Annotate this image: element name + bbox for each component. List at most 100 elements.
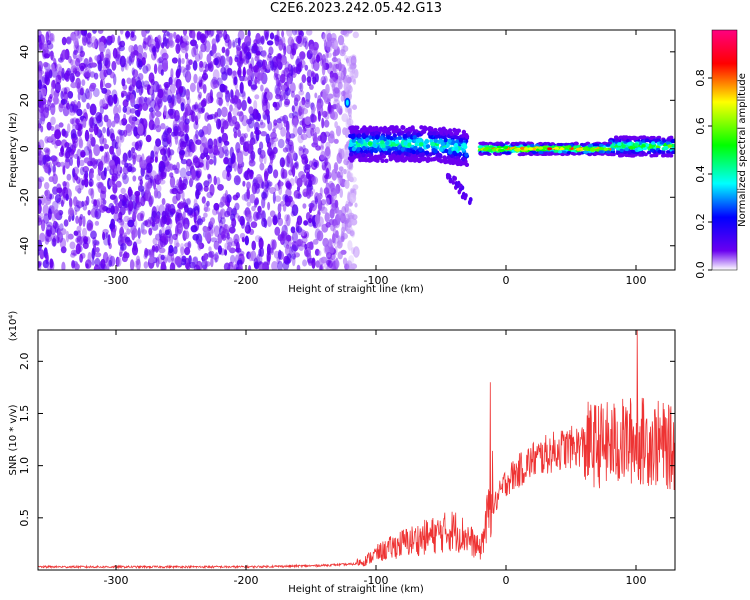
heatmap-cell	[263, 30, 270, 40]
heatmap-cell	[205, 92, 212, 105]
heatmap-cell	[464, 134, 470, 139]
heatmap-cell	[129, 108, 136, 114]
heatmap-cell	[54, 221, 59, 234]
heatmap-cell	[335, 257, 339, 269]
heatmap-cell	[184, 204, 189, 213]
heatmap-cell	[295, 226, 303, 233]
heatmap-cell	[113, 105, 119, 117]
heatmap-cell	[333, 218, 341, 229]
heatmap-cell	[356, 147, 361, 152]
heatmap-cell	[44, 182, 50, 190]
heatmap-cell	[184, 230, 190, 240]
heatmap-cell	[42, 204, 49, 216]
heatmap-cell	[128, 149, 132, 159]
heatmap-cell	[123, 232, 127, 239]
heatmap-cell	[175, 168, 180, 174]
heatmap-cell	[301, 96, 306, 106]
heatmap-cell	[123, 193, 129, 203]
heatmap-cell	[251, 240, 256, 251]
heatmap-cell	[130, 119, 136, 129]
heatmap-cell	[154, 151, 159, 161]
heatmap-cell	[301, 74, 307, 84]
spectrogram-y-label: Frequency (Hz)	[8, 112, 19, 188]
heatmap-cell	[206, 226, 212, 232]
heatmap-cell	[221, 106, 228, 118]
heatmap-cell	[138, 139, 143, 147]
heatmap-cell	[233, 175, 241, 186]
heatmap-cell	[461, 129, 467, 135]
heatmap-cell	[71, 260, 76, 269]
heatmap-cell	[73, 153, 79, 159]
heatmap-cell	[210, 256, 214, 268]
heatmap-cell	[90, 188, 95, 200]
heatmap-cell	[106, 118, 112, 129]
heatmap-cell	[160, 261, 166, 270]
heatmap-cell	[248, 98, 252, 105]
heatmap-cell	[309, 123, 316, 130]
heatmap-cell	[324, 212, 330, 223]
heatmap-cell	[546, 152, 552, 156]
heatmap-cell	[361, 133, 366, 138]
heatmap-cell	[553, 149, 559, 153]
heatmap-cell	[380, 158, 385, 163]
heatmap-cell	[345, 117, 352, 129]
heatmap-cell	[269, 187, 277, 194]
heatmap-cell	[254, 256, 260, 263]
heatmap-cell	[197, 241, 202, 251]
heatmap-cell	[283, 119, 288, 128]
heatmap-cell	[164, 158, 169, 167]
heatmap-cell	[300, 229, 307, 236]
heatmap-cell	[336, 58, 341, 64]
heatmap-cell	[88, 148, 93, 161]
heatmap-cell	[92, 87, 100, 98]
heatmap-cell	[242, 66, 246, 78]
heatmap-cell	[447, 150, 453, 155]
heatmap-cell	[249, 152, 255, 164]
heatmap-cell	[76, 45, 83, 54]
heatmap-cell	[313, 59, 320, 72]
heatmap-cell	[350, 156, 355, 161]
heatmap-cell	[209, 89, 213, 101]
heatmap-cell	[148, 107, 154, 113]
heatmap-cell	[617, 153, 623, 158]
heatmap-cell	[99, 160, 104, 172]
heatmap-cell	[255, 173, 263, 184]
heatmap-cell	[482, 148, 488, 152]
heatmap-cell	[343, 81, 350, 93]
heatmap-cell	[127, 186, 132, 197]
heatmap-cell	[648, 136, 654, 141]
heatmap-cell	[458, 138, 464, 143]
heatmap-cell	[374, 125, 379, 131]
heatmap-cell	[277, 53, 282, 60]
heatmap-cell	[54, 142, 59, 149]
heatmap-cell	[132, 69, 139, 78]
heatmap-cell	[154, 156, 158, 163]
heatmap-cell	[273, 119, 278, 126]
heatmap-cell	[419, 130, 425, 135]
heatmap-cell	[137, 123, 144, 136]
heatmap-cell	[528, 147, 534, 151]
heatmap-cell	[310, 127, 315, 137]
heatmap-cell	[118, 194, 124, 200]
heatmap-cell	[184, 111, 188, 119]
heatmap-cell	[337, 35, 345, 46]
heatmap-cell	[303, 231, 310, 239]
heatmap-cell	[181, 255, 187, 262]
heatmap-cell	[463, 195, 467, 201]
heatmap-cell	[62, 193, 66, 205]
heatmap-cell	[558, 142, 564, 147]
heatmap-cell	[182, 30, 188, 36]
heatmap-cell	[286, 214, 291, 227]
heatmap-cell	[380, 140, 385, 145]
heatmap-cell	[161, 198, 166, 205]
heatmap-cell	[276, 118, 282, 124]
heatmap-cell	[253, 211, 259, 222]
heatmap-cell	[258, 237, 264, 250]
heatmap-cell	[58, 122, 64, 128]
heatmap-cell	[324, 147, 331, 160]
heatmap-cell	[236, 56, 244, 68]
heatmap-cell	[323, 244, 329, 254]
heatmap-cell	[100, 79, 103, 91]
heatmap-cell	[542, 146, 547, 150]
